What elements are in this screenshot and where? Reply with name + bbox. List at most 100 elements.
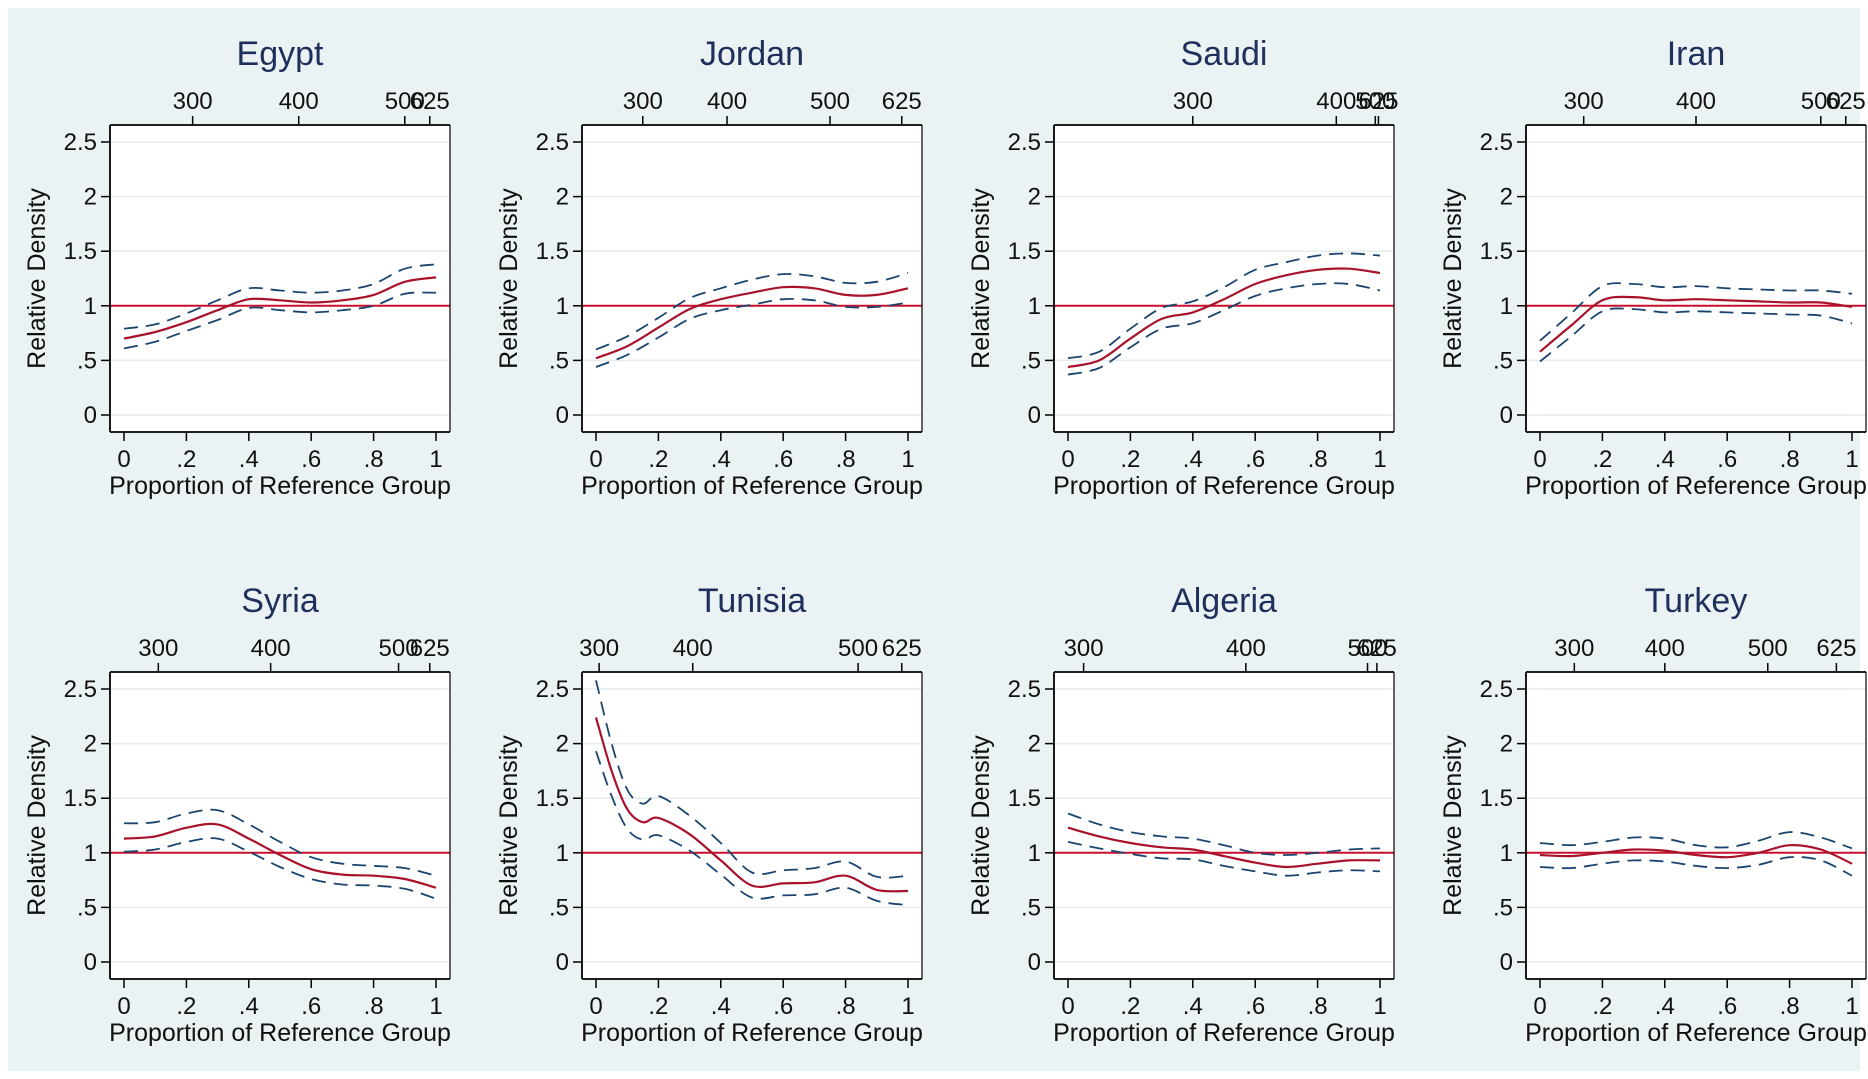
y-tick-label: .5 — [77, 347, 97, 374]
x-tick-label: .8 — [836, 993, 856, 1020]
x-tick-label: .6 — [1245, 993, 1265, 1020]
x-tick-label: .4 — [1655, 446, 1675, 473]
y-tick-label: 2 — [556, 731, 569, 758]
y-tick-label: 1 — [84, 840, 97, 867]
y-tick-label: .5 — [1021, 347, 1041, 374]
x-tick-label: .8 — [1308, 446, 1328, 473]
y-tick-label: 1 — [84, 293, 97, 320]
y-tick-label: 0 — [84, 949, 97, 976]
ci-upper-line — [1539, 831, 1853, 850]
top-tick-label: 300 — [1173, 88, 1213, 115]
y-tick-label: 2 — [1500, 184, 1513, 211]
y-tick-label: 1 — [1028, 840, 1041, 867]
x-tick-label: 1 — [1373, 993, 1386, 1020]
ci-lower-line — [123, 291, 437, 350]
plot-area — [110, 125, 450, 432]
panel-title: Egypt — [237, 35, 324, 73]
top-tick-label: 500 — [1355, 88, 1395, 115]
top-tick-label: 625 — [882, 635, 922, 662]
panel-tunisia: 0 .5 1 1.5 2 2.5 0 .2 .4 .6 .8 1 300 400 500 625 Tunisia… — [495, 582, 923, 1047]
x-tick-label: .4 — [1655, 993, 1675, 1020]
top-tick-label: 500 — [1347, 635, 1387, 662]
x-tick-label: 1 — [429, 446, 442, 473]
y-tick-label: 1.5 — [1008, 785, 1041, 812]
x-tick-label: .4 — [711, 446, 731, 473]
y-tick-label: 0 — [556, 949, 569, 976]
x-tick-label: .6 — [1717, 446, 1737, 473]
y-tick-label: .5 — [1021, 894, 1041, 921]
ci-upper-line — [1539, 282, 1853, 342]
top-tick-label: 625 — [1357, 635, 1397, 662]
x-tick-label: .4 — [711, 993, 731, 1020]
ci-lower-line — [123, 837, 437, 900]
y-axis-title: Relative Density — [23, 188, 51, 369]
ci-upper-line — [595, 272, 909, 351]
y-tick-label: 1 — [556, 840, 569, 867]
x-axis-title: Proportion of Reference Group — [581, 472, 923, 500]
y-axis-title: Relative Density — [1439, 188, 1467, 369]
x-tick-label: .4 — [1183, 993, 1203, 1020]
x-tick-label: 1 — [901, 993, 914, 1020]
x-tick-label: 0 — [1061, 446, 1074, 473]
x-tick-label: 1 — [1845, 993, 1858, 1020]
top-tick-label: 400 — [1676, 88, 1716, 115]
top-tick-label: 300 — [623, 88, 663, 115]
y-tick-label: 2.5 — [64, 676, 97, 703]
y-tick-label: 0 — [1500, 402, 1513, 429]
estimate-line — [1067, 267, 1381, 369]
top-tick-label: 400 — [279, 88, 319, 115]
ci-lower-line — [1067, 841, 1381, 877]
x-axis-title: Proportion of Reference Group — [581, 1019, 923, 1047]
panel-title: Turkey — [1645, 582, 1748, 620]
y-tick-label: 1 — [1500, 293, 1513, 320]
panel-title: Iran — [1667, 35, 1726, 73]
top-tick-label: 400 — [1645, 635, 1685, 662]
estimate-line — [123, 276, 437, 340]
panel-turkey: 0 .5 1 1.5 2 2.5 0 .2 .4 .6 .8 1 300 400 500 625 Turkey P… — [1439, 582, 1867, 1047]
x-tick-label: .8 — [836, 446, 856, 473]
top-tick-label: 400 — [673, 635, 713, 662]
x-tick-label: .8 — [364, 993, 384, 1020]
top-tick-label: 500 — [1748, 635, 1788, 662]
y-tick-label: 1.5 — [1480, 785, 1513, 812]
top-tick-label: 625 — [1358, 88, 1398, 115]
y-tick-label: 2 — [84, 731, 97, 758]
y-tick-label: 1.5 — [536, 785, 569, 812]
y-tick-label: 1 — [1500, 840, 1513, 867]
top-tick-label: 625 — [1816, 635, 1856, 662]
x-tick-label: .8 — [1780, 993, 1800, 1020]
estimate-line — [595, 285, 909, 360]
x-tick-label: .6 — [773, 446, 793, 473]
plot-area — [110, 672, 450, 979]
y-tick-label: 1.5 — [64, 785, 97, 812]
x-tick-label: 0 — [1061, 993, 1074, 1020]
top-tick-label: 400 — [251, 635, 291, 662]
x-tick-label: .4 — [239, 993, 259, 1020]
top-tick-label: 400 — [707, 88, 747, 115]
y-tick-label: 1 — [556, 293, 569, 320]
x-tick-label: 1 — [1845, 446, 1858, 473]
top-tick-label: 300 — [1554, 635, 1594, 662]
y-tick-label: .5 — [549, 347, 569, 374]
top-tick-label: 625 — [882, 88, 922, 115]
plot-area — [582, 125, 922, 432]
x-tick-label: 1 — [901, 446, 914, 473]
x-tick-label: 1 — [429, 993, 442, 1020]
y-tick-label: 2.5 — [536, 676, 569, 703]
x-tick-label: .6 — [301, 446, 321, 473]
top-tick-label: 400 — [1226, 635, 1266, 662]
y-tick-label: .5 — [1493, 347, 1513, 374]
y-tick-label: 2 — [84, 184, 97, 211]
top-tick-label: 625 — [410, 88, 450, 115]
y-tick-label: 2 — [1500, 731, 1513, 758]
panel-title: Jordan — [700, 35, 804, 73]
top-tick-label: 300 — [579, 635, 619, 662]
y-tick-label: 1.5 — [64, 238, 97, 265]
x-tick-label: .2 — [1592, 446, 1612, 473]
x-axis-title: Proportion of Reference Group — [1053, 472, 1395, 500]
x-tick-label: 0 — [589, 993, 602, 1020]
y-axis-title: Relative Density — [967, 735, 995, 916]
